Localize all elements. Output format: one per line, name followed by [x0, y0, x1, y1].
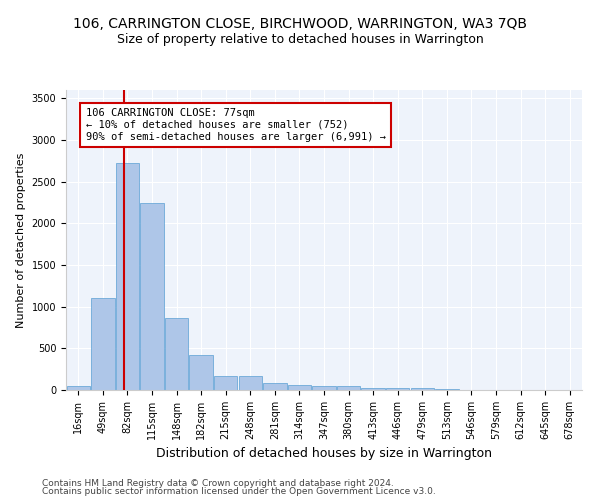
Bar: [214, 376, 238, 390]
Y-axis label: Number of detached properties: Number of detached properties: [16, 152, 26, 328]
Bar: [288, 385, 311, 390]
Bar: [410, 388, 434, 390]
Bar: [386, 388, 409, 390]
Bar: [313, 386, 335, 390]
Text: Contains HM Land Registry data © Crown copyright and database right 2024.: Contains HM Land Registry data © Crown c…: [42, 478, 394, 488]
Text: Contains public sector information licensed under the Open Government Licence v3: Contains public sector information licen…: [42, 487, 436, 496]
Text: 106, CARRINGTON CLOSE, BIRCHWOOD, WARRINGTON, WA3 7QB: 106, CARRINGTON CLOSE, BIRCHWOOD, WARRIN…: [73, 18, 527, 32]
Bar: [116, 164, 139, 390]
Bar: [263, 382, 287, 390]
Text: 106 CARRINGTON CLOSE: 77sqm
← 10% of detached houses are smaller (752)
90% of se: 106 CARRINGTON CLOSE: 77sqm ← 10% of det…: [86, 108, 386, 142]
Bar: [140, 202, 164, 390]
X-axis label: Distribution of detached houses by size in Warrington: Distribution of detached houses by size …: [156, 448, 492, 460]
Text: Size of property relative to detached houses in Warrington: Size of property relative to detached ho…: [116, 32, 484, 46]
Bar: [165, 318, 188, 390]
Bar: [435, 389, 458, 390]
Bar: [190, 355, 213, 390]
Bar: [91, 298, 115, 390]
Bar: [361, 388, 385, 390]
Bar: [67, 386, 90, 390]
Bar: [337, 386, 360, 390]
Bar: [239, 376, 262, 390]
